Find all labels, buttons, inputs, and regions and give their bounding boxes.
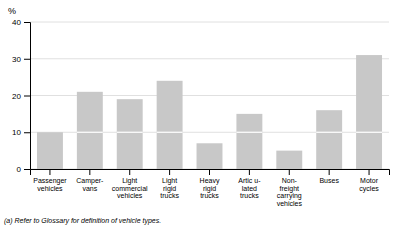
x-tick: Motorcycles — [359, 169, 379, 193]
y-tick-mark — [24, 59, 30, 60]
x-tick-mark — [169, 169, 170, 175]
y-tick-mark — [24, 169, 30, 170]
x-tick-label: Lightrigidtrucks — [160, 177, 179, 199]
footnote: (a) Refer to Glossary for definition of … — [4, 217, 161, 225]
segment-divider — [157, 132, 183, 133]
x-tick-label: Motorcycles — [359, 177, 379, 193]
y-tick-label: 20 — [12, 92, 21, 101]
bar-segment — [117, 132, 143, 169]
y-tick-mark — [24, 22, 30, 23]
x-tick: Lightrigidtrucks — [160, 169, 179, 199]
x-tick-mark — [249, 169, 250, 175]
segment-divider — [236, 132, 262, 133]
x-tick: Passengervehicles — [33, 169, 67, 192]
bar-segment — [276, 150, 302, 151]
x-tick-mark — [129, 169, 130, 175]
bar-segment — [157, 132, 183, 169]
bar-segment — [37, 132, 63, 133]
grid-line — [30, 22, 389, 23]
segment-divider — [356, 132, 382, 133]
x-tick: Heavyrigidtrucks — [200, 169, 220, 199]
x-tick-mark — [369, 169, 370, 175]
bar-segment — [77, 92, 103, 132]
y-tick: 20 — [12, 92, 30, 101]
x-tick-label: Camper-vans — [76, 177, 104, 192]
bars — [37, 55, 382, 169]
x-tick-mark — [289, 169, 290, 175]
x-tick-label: Buses — [319, 177, 339, 184]
series — [77, 55, 382, 132]
x-tick: Lightcommercialvehicles — [112, 169, 148, 199]
x-tick-label: Artic u-latedtrucks — [238, 177, 261, 199]
series — [37, 132, 382, 169]
bar-segment — [77, 132, 103, 169]
grid-line — [30, 58, 389, 59]
x-axis: Passengervehicles Camper-vans Lightcommerc… — [31, 169, 390, 207]
y-tick: 10 — [12, 128, 30, 137]
x-tick-label: Heavyrigidtrucks — [200, 177, 220, 199]
x-tick: Buses — [319, 169, 339, 184]
x-tick: Non-freightcarryingvehicles — [277, 169, 303, 207]
x-tick-label: Passengervehicles — [33, 177, 67, 192]
y-axis: 0 10 20 30 40 — [12, 18, 30, 174]
x-tick: Artic u-latedtrucks — [238, 169, 261, 199]
x-tick-mark — [89, 169, 90, 175]
plot-area: 0 10 20 30 40 Passengervehicles Camper-vans Lig… — [12, 18, 389, 207]
bar-segment — [276, 151, 302, 169]
y-axis-line — [24, 23, 31, 170]
x-tick-mark — [209, 169, 210, 175]
bar-segment — [356, 55, 382, 132]
x-tick-label: Lightcommercialvehicles — [112, 177, 148, 199]
bar-segment — [197, 143, 223, 144]
y-axis-title: % — [8, 6, 16, 16]
x-tick-label: Non-freightcarryingvehicles — [277, 177, 303, 207]
y-tick-label: 30 — [12, 55, 21, 64]
y-tick: 0 — [17, 165, 30, 174]
y-tick-label: 0 — [17, 165, 22, 174]
y-tick: 30 — [12, 55, 30, 64]
bar-segment — [197, 143, 223, 169]
bar-segment — [37, 132, 63, 169]
segment-divider — [77, 132, 103, 133]
bar-segment — [157, 81, 183, 132]
bar-segment — [356, 132, 382, 169]
x-axis-line — [31, 170, 390, 176]
segment-divider — [117, 132, 143, 133]
y-tick-mark — [24, 132, 30, 133]
bar-segment — [316, 110, 342, 132]
bar-segment — [316, 132, 342, 169]
y-tick-label: 40 — [12, 18, 21, 27]
grid — [30, 22, 389, 169]
bar-segment — [236, 132, 262, 169]
grid-line — [30, 132, 389, 133]
x-tick-mark — [49, 169, 50, 175]
bar-segment — [117, 99, 143, 132]
y-tick-label: 10 — [12, 128, 21, 137]
x-tick: Camper-vans — [76, 169, 104, 192]
y-tick: 40 — [12, 18, 30, 27]
bar-segment — [236, 114, 262, 132]
segment-divider — [316, 132, 342, 133]
x-tick-mark — [329, 169, 330, 175]
chart: 0 10 20 30 40 Passengervehicles Camper-vans Lig… — [0, 0, 397, 227]
y-tick-mark — [24, 96, 30, 97]
